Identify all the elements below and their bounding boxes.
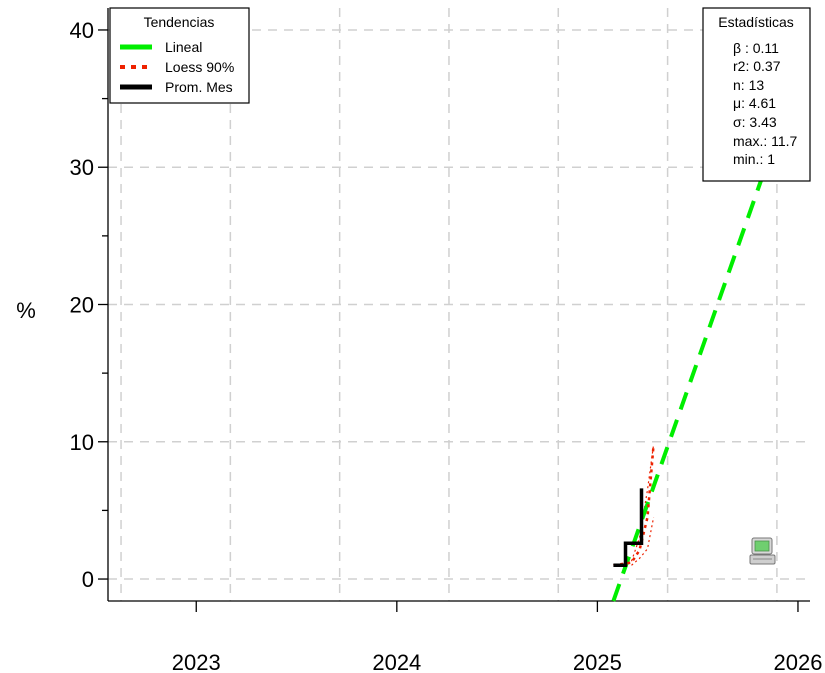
stats-line: min.: 1 bbox=[733, 151, 775, 167]
x-tick-label: 2023 bbox=[172, 650, 221, 673]
y-tick-label: 10 bbox=[70, 430, 94, 455]
x-tick-label: 2024 bbox=[372, 650, 421, 673]
legend-label-prom: Prom. Mes bbox=[165, 79, 233, 95]
legend: Tendencias Lineal Loess 90% Prom. Mes bbox=[109, 7, 250, 104]
x-tick-label: 2025 bbox=[573, 650, 622, 673]
axes: 0 10 20 30 40 2023 2024 2025 2026 bbox=[70, 8, 822, 673]
loess-band-lower bbox=[631, 517, 655, 566]
y-tick-label: 20 bbox=[70, 293, 94, 318]
series-prom-mes bbox=[613, 488, 644, 568]
y-axis-label: % bbox=[16, 298, 36, 323]
series-loess-90 bbox=[613, 444, 655, 567]
y-tick-label: 30 bbox=[70, 155, 94, 180]
stats-box: Estadísticas β : 0.11 r2: 0.37 n: 13 μ: … bbox=[702, 7, 811, 182]
stats-title: Estadísticas bbox=[718, 14, 793, 30]
y-tick-label: 0 bbox=[82, 567, 94, 592]
stats-frame bbox=[702, 7, 811, 182]
stats-line: β : 0.11 bbox=[733, 40, 779, 56]
computer-icon bbox=[749, 537, 776, 565]
loess-band-upper bbox=[630, 444, 655, 562]
x-tick-label: 2026 bbox=[773, 650, 822, 673]
stats-line: r2: 0.37 bbox=[733, 58, 781, 74]
stats-line: n: 13 bbox=[733, 77, 764, 93]
legend-label-loess: Loess 90% bbox=[165, 59, 234, 75]
stats-line: σ: 3.43 bbox=[733, 114, 777, 130]
series-lineal bbox=[611, 108, 788, 602]
stats-line: μ: 4.61 bbox=[733, 95, 776, 111]
legend-title: Tendencias bbox=[144, 14, 215, 30]
y-tick-label: 40 bbox=[70, 18, 94, 43]
stats-line: max.: 11.7 bbox=[733, 133, 798, 149]
series-layer bbox=[611, 108, 788, 602]
legend-label-lineal: Lineal bbox=[165, 39, 202, 55]
